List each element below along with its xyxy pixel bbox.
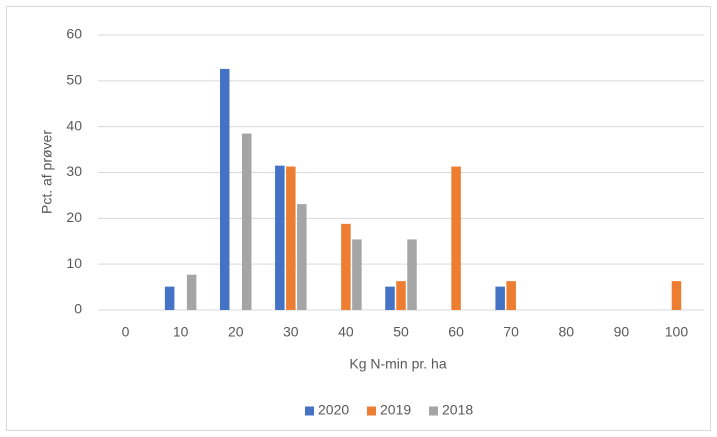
y-tick-label: 60 (66, 26, 82, 42)
bar (506, 281, 516, 310)
bar (186, 274, 197, 310)
x-tick-label: 50 (393, 324, 409, 340)
y-tick-label: 0 (74, 301, 82, 317)
x-tick-label: 0 (122, 324, 130, 340)
bar (396, 281, 406, 310)
bar (275, 165, 285, 310)
y-axis-label: Pct. af prøver (39, 130, 55, 214)
bar (219, 68, 230, 311)
bar (407, 239, 417, 310)
x-tick-label: 10 (173, 324, 189, 340)
x-tick-label: 30 (283, 324, 299, 340)
y-tick-label: 40 (66, 117, 82, 133)
y-tick-label: 30 (66, 163, 82, 179)
y-tick-label: 10 (66, 255, 82, 271)
x-axis-label: Kg N-min pr. ha (349, 356, 446, 372)
x-tick-label: 40 (338, 324, 354, 340)
y-tick-label: 20 (66, 209, 82, 225)
legend-swatch (367, 406, 376, 416)
x-tick-label: 20 (228, 324, 244, 340)
y-tick-label: 50 (66, 72, 82, 88)
bar (352, 239, 362, 310)
bar (164, 286, 175, 310)
legend-swatch (305, 406, 314, 416)
bar (671, 281, 682, 310)
x-tick-label: 70 (503, 324, 519, 340)
bar (286, 166, 296, 310)
legend-swatch (429, 406, 438, 416)
legend-label: 2020 (318, 402, 349, 418)
x-tick-label: 100 (665, 324, 689, 340)
bar (297, 204, 307, 310)
x-tick-label: 60 (448, 324, 464, 340)
x-tick-label: 80 (558, 324, 574, 340)
x-tick-label: 90 (614, 324, 630, 340)
bar (495, 286, 505, 310)
legend-label: 2018 (442, 402, 473, 418)
bar (241, 133, 252, 310)
legend-label: 2019 (380, 402, 411, 418)
bar (385, 286, 395, 310)
bar (451, 166, 461, 310)
bar (341, 223, 351, 310)
